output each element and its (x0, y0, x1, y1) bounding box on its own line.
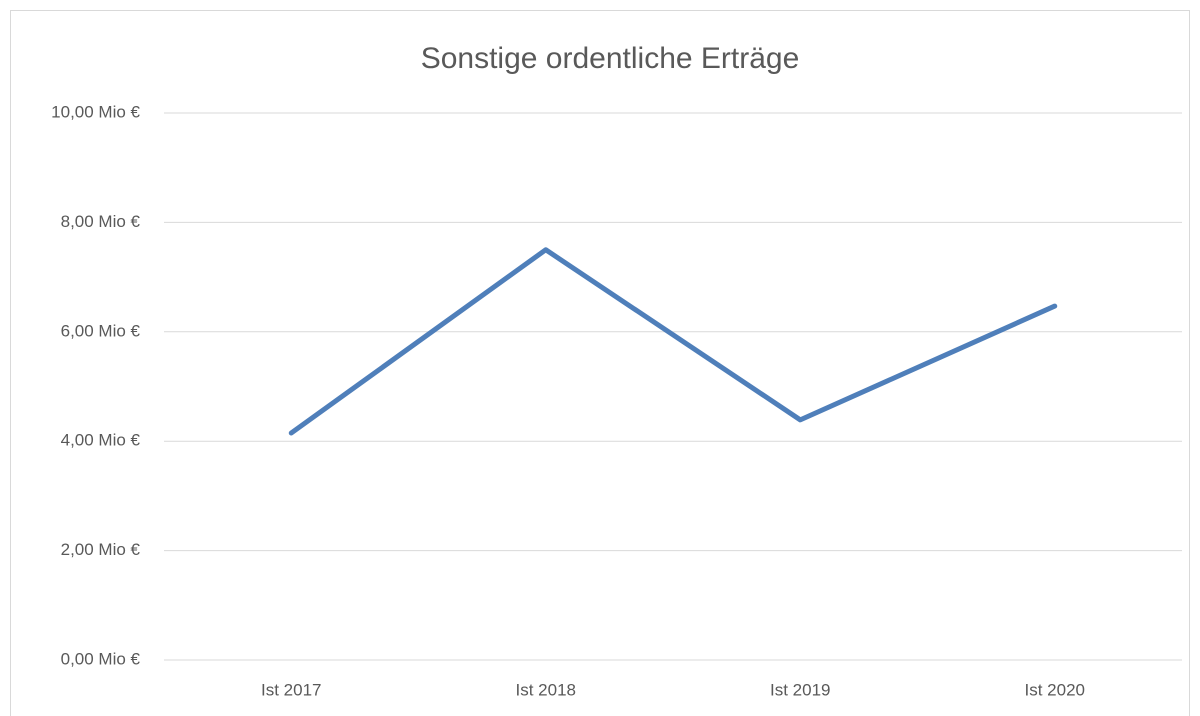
y-tick-label: 4,00 Mio € (61, 431, 141, 450)
y-tick-label: 0,00 Mio € (61, 649, 141, 668)
x-tick-label: Ist 2019 (770, 680, 831, 699)
y-tick-label: 6,00 Mio € (61, 321, 141, 340)
y-tick-label: 10,00 Mio € (51, 102, 140, 121)
x-tick-label: Ist 2018 (516, 680, 577, 699)
x-tick-label: Ist 2017 (261, 680, 322, 699)
y-tick-label: 8,00 Mio € (61, 212, 141, 231)
x-tick-label: Ist 2020 (1025, 680, 1086, 699)
chart-title: Sonstige ordentliche Erträge (421, 42, 800, 75)
chart-border (10, 10, 1190, 716)
line (288, 247, 1058, 436)
y-tick-label: 2,00 Mio € (61, 540, 141, 559)
